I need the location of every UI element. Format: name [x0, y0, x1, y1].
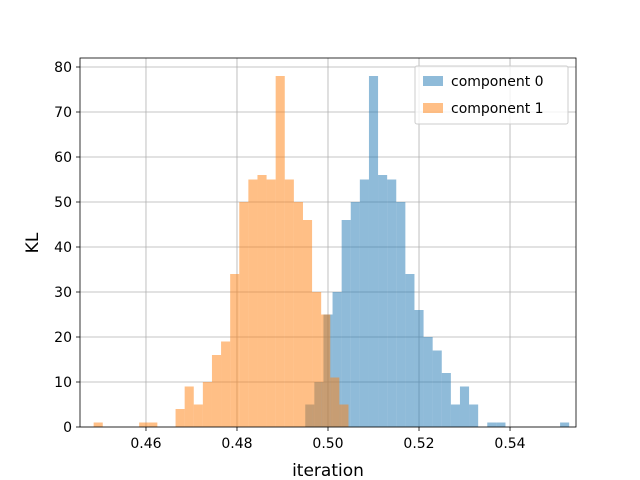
histogram-bar: [312, 292, 322, 427]
histogram-bar: [560, 422, 570, 427]
histogram-bar: [450, 404, 460, 427]
histogram-bar: [350, 202, 360, 427]
histogram-bar: [339, 404, 349, 427]
histogram-bar: [496, 422, 506, 427]
series-1-bars: [93, 76, 349, 427]
histogram-bar: [441, 373, 451, 427]
histogram-bar: [487, 422, 497, 427]
y-tick-label: 70: [54, 105, 72, 121]
histogram-bar: [211, 355, 222, 427]
x-axis-ticks: 0.46 0.48 0.50 0.52 0.54: [130, 427, 526, 452]
x-tick-label: 0.54: [494, 436, 525, 452]
y-tick-label: 0: [63, 420, 72, 436]
histogram-bar: [293, 202, 303, 427]
histogram-bar: [257, 175, 267, 427]
legend-box: [414, 65, 569, 125]
histogram-bar: [359, 179, 369, 427]
histogram-bars: [93, 76, 570, 427]
legend-swatch: [423, 103, 443, 113]
histogram-bar: [202, 382, 212, 427]
legend-label: component 1: [451, 101, 544, 117]
histogram-bar: [230, 274, 240, 427]
series-0-bars: [305, 76, 570, 427]
histogram-bar: [184, 386, 194, 427]
histogram-bar: [266, 179, 276, 427]
histogram-bar: [387, 179, 397, 427]
y-tick-label: 10: [54, 375, 72, 391]
histogram-bar: [432, 350, 442, 427]
histogram-bar: [414, 310, 424, 427]
y-tick-label: 80: [54, 60, 72, 76]
histogram-bar: [148, 422, 158, 427]
histogram-bar: [405, 274, 415, 427]
histogram-bar: [221, 341, 231, 427]
y-tick-label: 50: [54, 195, 72, 211]
x-tick-label: 0.50: [312, 436, 343, 452]
legend: component 0 component 1: [414, 65, 569, 125]
legend-swatch: [423, 76, 443, 86]
histogram-bar: [302, 220, 313, 427]
y-tick-label: 60: [54, 150, 72, 166]
histogram-bar: [330, 377, 340, 427]
x-tick-label: 0.52: [403, 436, 434, 452]
histogram-bar: [341, 220, 351, 427]
histogram-bar: [321, 314, 331, 427]
legend-label: component 0: [451, 74, 544, 90]
histogram-bar: [93, 422, 103, 427]
x-tick-label: 0.46: [130, 436, 161, 452]
histogram-bar: [459, 386, 470, 427]
histogram-bar: [423, 337, 433, 427]
histogram-bar: [175, 409, 185, 427]
x-axis-label: iteration: [292, 461, 364, 480]
histogram-bar: [193, 404, 203, 427]
histogram-bar: [469, 404, 479, 427]
histogram-bar: [284, 179, 294, 427]
x-tick-label: 0.48: [221, 436, 252, 452]
y-axis-label: KL: [23, 232, 43, 253]
histogram-bar: [368, 76, 379, 427]
histogram-bar: [275, 76, 285, 427]
y-tick-label: 40: [54, 240, 72, 256]
histogram-bar: [396, 202, 406, 427]
y-tick-label: 30: [54, 285, 72, 301]
histogram-bar: [378, 175, 388, 427]
histogram-bar: [332, 292, 342, 427]
y-axis-ticks: 0 10 20 30 40 50 60 70 80: [54, 60, 80, 436]
histogram-bar: [239, 202, 249, 427]
histogram-bar: [139, 422, 149, 427]
y-tick-label: 20: [54, 330, 72, 346]
histogram-bar: [248, 179, 258, 427]
